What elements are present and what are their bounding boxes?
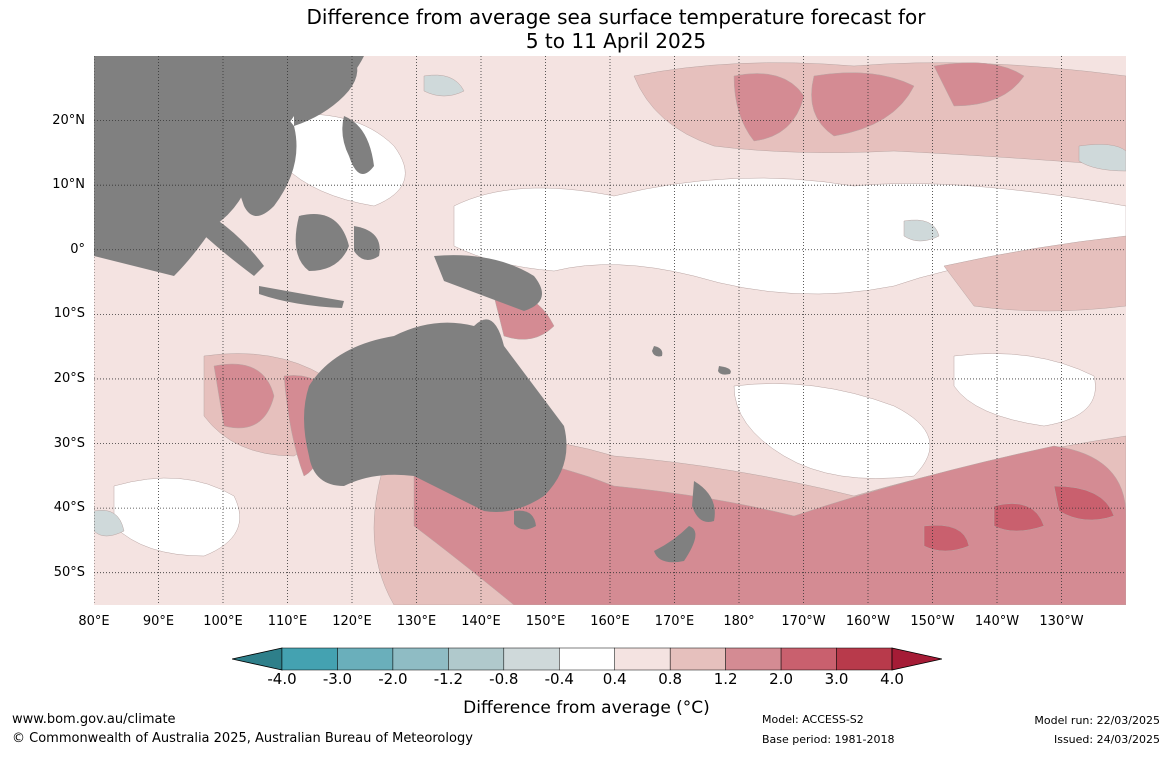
colorbar-tick-label: -0.8	[489, 670, 519, 688]
colorbar-segment	[281, 647, 338, 671]
latitude-label: 10°S	[53, 306, 85, 322]
land-sulawesi	[354, 226, 380, 260]
title-line-2: 5 to 11 April 2025	[525, 29, 707, 53]
model-run-date: Model run: 22/03/2025	[1034, 714, 1160, 727]
colorbar-canvas	[231, 647, 943, 671]
hot-core-south-2	[993, 503, 1045, 532]
land-new-guinea	[434, 255, 542, 311]
warm-core-north-2	[811, 72, 915, 137]
longitude-label: 180°	[723, 614, 755, 629]
latitude-label: 40°S	[53, 500, 85, 516]
warm-core-north-3	[933, 62, 1025, 107]
website-url: www.bom.gov.au/climate	[12, 712, 176, 727]
colorbar-tick-label: -4.0	[267, 670, 297, 688]
longitude-label: 150°E	[525, 614, 566, 629]
latitude-label: 20°S	[53, 370, 85, 386]
longitude-label: 150°W	[910, 614, 955, 629]
latitude-label: 0°	[70, 241, 85, 257]
hot-core-south-1	[923, 524, 970, 552]
land-asia-mainland-southeast	[210, 94, 297, 216]
land-australia	[304, 319, 567, 512]
colorbar-tick-label: 1.2	[713, 670, 738, 688]
cool-patch-east	[1078, 144, 1126, 172]
land-china-coast	[294, 56, 358, 126]
title-line-1: Difference from average sea surface temp…	[306, 5, 926, 29]
land-philippines	[342, 116, 374, 174]
land-masses	[94, 56, 731, 563]
longitude-label: 140°E	[461, 614, 501, 629]
land-pacific-islands-1	[652, 346, 663, 357]
latitude-label: 50°S	[53, 564, 85, 580]
colorbar	[231, 644, 943, 674]
land-pacific-islands-2	[718, 366, 731, 375]
colorbar-segment	[614, 647, 671, 671]
longitude-label: 160°E	[590, 614, 630, 629]
longitude-label: 110°E	[267, 614, 308, 629]
land-new-zealand-south	[654, 526, 696, 563]
colorbar-tick-label: 4.0	[880, 670, 904, 688]
colorbar-extend-low	[231, 647, 283, 671]
colorbar-segment	[836, 647, 893, 671]
warm-patch-east-equatorial	[943, 235, 1126, 312]
colorbar-tick-label: 3.0	[824, 670, 849, 688]
colorbar-tick-label: -0.4	[544, 670, 574, 688]
longitude-label: 140°W	[974, 614, 1020, 629]
land-tasmania	[514, 510, 536, 530]
colorbar-tick-label: -1.2	[433, 670, 463, 688]
longitude-label: 170°W	[781, 614, 826, 629]
map-canvas	[94, 56, 1126, 605]
colorbar-tick-label: -3.0	[322, 670, 353, 688]
longitude-label: 120°E	[332, 614, 372, 629]
cool-patch-southwest	[94, 509, 125, 537]
longitude-label: 80°E	[78, 614, 110, 629]
neutral-patch-northwest	[273, 113, 406, 207]
hot-core-south-3	[1053, 485, 1115, 521]
base-period: Base period: 1981-2018	[762, 733, 895, 746]
colorbar-tick-label: 0.8	[658, 670, 683, 688]
colorbar-segment	[559, 647, 615, 671]
longitude-label: 90°E	[142, 614, 175, 629]
colorbar-tick-label: 2.0	[769, 670, 793, 688]
warm-core-north-1	[733, 73, 805, 142]
latitude-label: 10°N	[52, 177, 85, 193]
latitude-label: 20°N	[52, 112, 85, 128]
neutral-patch-southwest	[113, 477, 240, 557]
neutral-patch-east	[953, 353, 1096, 427]
map-title: Difference from average sea surface temp…	[0, 5, 1173, 53]
colorbar-segment	[503, 647, 560, 671]
colorbar-segment	[337, 647, 394, 671]
model-name: Model: ACCESS-S2	[762, 713, 864, 726]
sst-anomaly-map	[94, 56, 1126, 605]
warm-core-indian	[213, 363, 275, 429]
land-sumatra	[189, 206, 264, 276]
longitude-label: 130°E	[396, 614, 437, 629]
land-java	[259, 286, 344, 308]
longitude-label: 170°E	[654, 614, 695, 629]
colorbar-segment	[669, 647, 726, 671]
longitude-label: 100°E	[203, 614, 243, 629]
cool-patch-central	[903, 219, 940, 242]
colorbar-tick-label: 0.4	[602, 670, 627, 688]
colorbar-tick-label: -2.0	[378, 670, 408, 688]
land-borneo	[295, 214, 349, 271]
warm-core-tasman	[413, 445, 1126, 605]
anomaly-field	[94, 62, 1126, 605]
land-new-zealand-north	[692, 481, 715, 522]
colorbar-segment	[725, 647, 782, 671]
colorbar-title: Difference from average (°C)	[463, 698, 710, 718]
neutral-patch-south-central	[733, 383, 931, 479]
cool-patch-north-1	[423, 74, 465, 97]
colorbar-segment	[448, 647, 505, 671]
graticule	[94, 56, 1126, 605]
colorbar-segment	[780, 647, 837, 671]
copyright-notice: © Commonwealth of Australia 2025, Austra…	[12, 731, 473, 746]
longitude-label: 160°W	[845, 614, 891, 629]
colorbar-segment	[392, 647, 449, 671]
latitude-label: 30°S	[53, 435, 85, 451]
colorbar-extend-high	[891, 647, 943, 671]
longitude-label: 130°W	[1039, 614, 1084, 629]
issued-date: Issued: 24/03/2025	[1053, 733, 1160, 746]
